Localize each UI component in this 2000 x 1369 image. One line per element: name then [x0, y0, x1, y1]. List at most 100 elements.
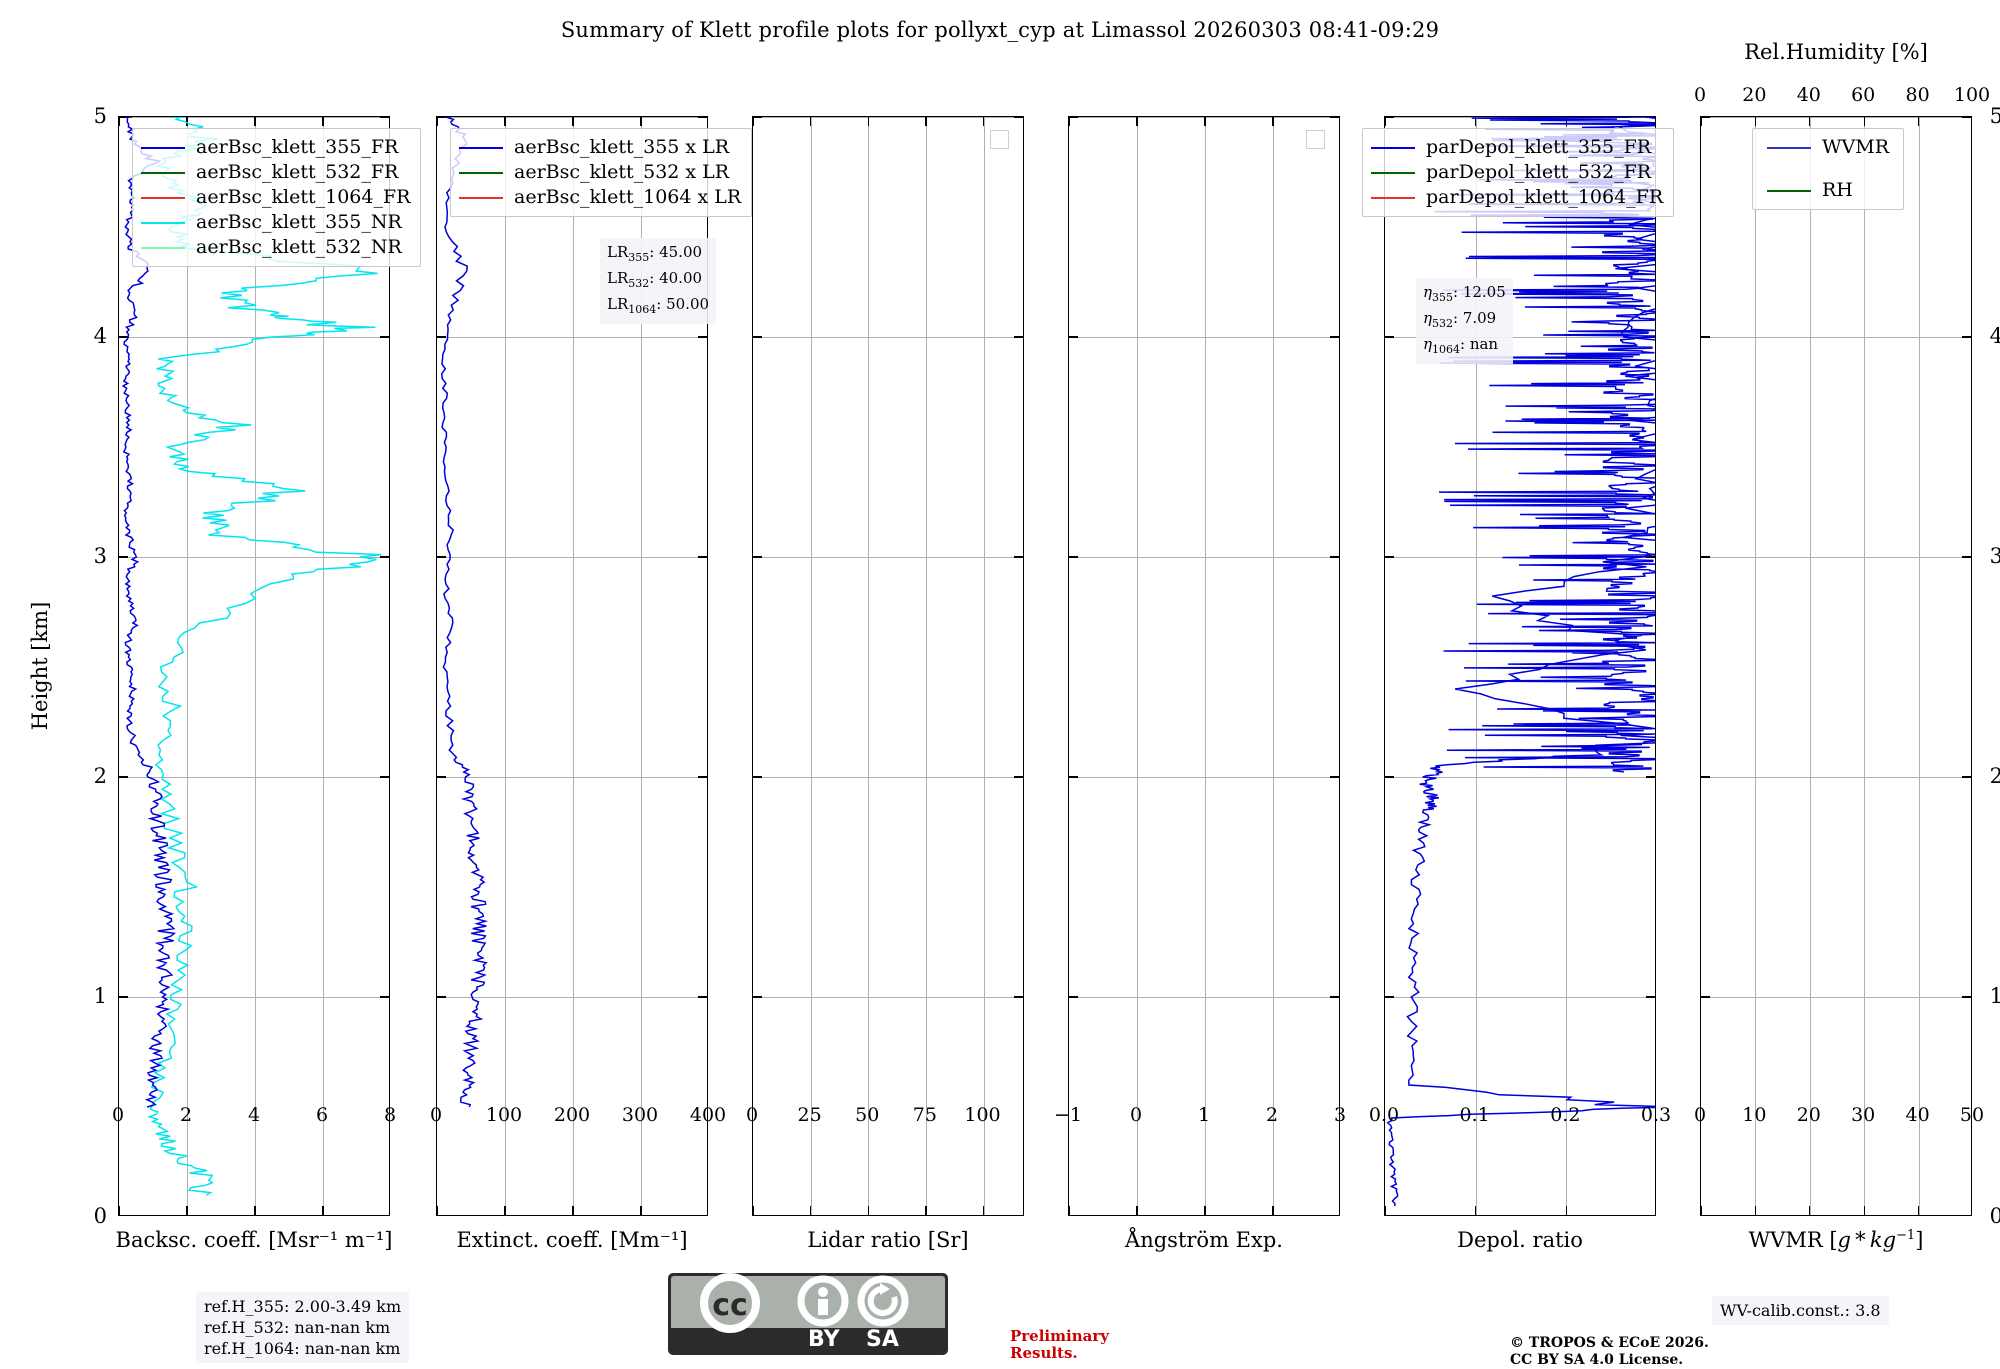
- legend-line-swatch: [459, 146, 503, 149]
- x-tick-mark: [1272, 1206, 1274, 1215]
- gridline-horizontal: [1701, 777, 1971, 778]
- data-curves-backscatter: [121, 117, 382, 1196]
- legend-line-swatch: [1371, 146, 1415, 149]
- gridline-vertical: [1566, 117, 1568, 1215]
- legend-item[interactable]: aerBsc_klett_1064 x LR: [459, 185, 741, 210]
- legend-extinction: aerBsc_klett_355 x LR aerBsc_klett_532 x …: [450, 128, 753, 217]
- y-tick-mark: [1701, 776, 1710, 778]
- x-tick-mark: [1863, 1206, 1865, 1215]
- x-tick-label: 50: [855, 1104, 880, 1126]
- x-tick-label: 0.3: [1640, 1104, 1672, 1126]
- legend-item[interactable]: WVMR: [1767, 135, 1889, 160]
- x-tick-mark: [1754, 117, 1757, 126]
- annotation-line: η532: 7.09: [1423, 309, 1497, 330]
- x-tick-mark: [1474, 117, 1477, 126]
- gridline-vertical: [810, 117, 812, 1215]
- gridline-vertical: [1809, 117, 1811, 1215]
- x-tick-mark: [1069, 117, 1070, 126]
- gridline-horizontal: [1069, 777, 1339, 778]
- x-tick-label: 100: [964, 1104, 1001, 1126]
- x-tick-label: 1: [1197, 1104, 1211, 1126]
- y-tick-mark: [698, 996, 707, 998]
- x-tick-mark: [119, 1206, 120, 1215]
- legend-backscatter: aerBsc_klett_355_FR aerBsc_klett_532_FR ae…: [132, 128, 422, 267]
- y-tick-mark: [1014, 336, 1023, 338]
- page-title: Summary of Klett profile plots for polly…: [560, 18, 1440, 42]
- x-tick-mark: [1809, 1206, 1811, 1215]
- y-tick-mark: [119, 117, 128, 118]
- gridline-vertical: [323, 117, 324, 1215]
- y-tick-mark: [698, 336, 707, 338]
- y-tick-label: 2: [1989, 764, 2000, 788]
- x-tick-label: 30: [1851, 1104, 1876, 1126]
- x-tick-mark: [867, 117, 869, 126]
- legend-label: aerBsc_klett_1064 x LR: [514, 186, 742, 208]
- gridline-vertical: [925, 117, 927, 1215]
- legend-line-swatch: [459, 171, 503, 174]
- x-tick-label: 0: [429, 1104, 443, 1126]
- y-tick-mark: [1014, 117, 1023, 118]
- x-tick-mark: [640, 117, 642, 126]
- legend-item[interactable]: parDepol_klett_532_FR: [1371, 160, 1663, 185]
- gridline-vertical: [1273, 117, 1274, 1215]
- gridline-horizontal: [1385, 337, 1655, 338]
- x-tick-mark: [982, 117, 985, 126]
- gridline-horizontal: [437, 997, 707, 998]
- x-tick-mark: [753, 117, 754, 126]
- plot-panel-angstrom: [1068, 116, 1340, 1216]
- y-tick-mark: [1385, 336, 1394, 338]
- y-tick-mark: [380, 117, 389, 118]
- plot-panel-wvmr-rh: [1700, 116, 1972, 1216]
- y-tick-mark: [753, 117, 762, 118]
- y-tick-mark: [1069, 776, 1078, 778]
- gridline-vertical: [868, 117, 870, 1215]
- x-tick-label: 6: [315, 1104, 329, 1126]
- y-tick-mark: [437, 556, 446, 558]
- creative-commons-license-badge[interactable]: cc BY SA: [668, 1273, 948, 1355]
- legend-item[interactable]: parDepol_klett_1064_FR: [1371, 185, 1663, 210]
- annotation-line: LR355: 45.00: [607, 243, 703, 264]
- legend-item[interactable]: aerBsc_klett_355 x LR: [459, 135, 741, 160]
- gridline-vertical: [983, 117, 985, 1215]
- gridline-vertical: [187, 117, 188, 1215]
- legend-line-swatch: [1767, 146, 1811, 149]
- gridline-horizontal: [753, 117, 1023, 118]
- legend-item[interactable]: aerBsc_klett_1064_FR: [141, 185, 410, 210]
- plot-panel-backscatter: [118, 116, 390, 1216]
- y-tick-label: 4: [93, 324, 107, 348]
- x-tick-mark: [809, 117, 812, 126]
- x-tick-mark: [1385, 1206, 1386, 1215]
- legend-item[interactable]: aerBsc_klett_355_NR: [141, 210, 410, 235]
- gridline-horizontal: [1069, 997, 1339, 998]
- legend-item[interactable]: aerBsc_klett_532_FR: [141, 160, 410, 185]
- legend-item[interactable]: aerBsc_klett_355_FR: [141, 135, 410, 160]
- x-tick-label: 25: [797, 1104, 822, 1126]
- legend-item[interactable]: aerBsc_klett_532_NR: [141, 235, 410, 260]
- y-tick-label: 1: [1989, 984, 2000, 1008]
- legend-label: aerBsc_klett_355 x LR: [514, 136, 730, 158]
- axis-title-angstrom: Ångström Exp.: [1125, 1228, 1283, 1252]
- data-curves-depol-ratio: [1386, 117, 1655, 1207]
- gridline-horizontal: [1701, 557, 1971, 558]
- legend-line-swatch: [459, 196, 503, 199]
- legend-depol-ratio: parDepol_klett_355_FR parDepol_klett_532_…: [1362, 128, 1675, 217]
- gridline-horizontal: [753, 557, 1023, 558]
- y-tick-label: 5: [1989, 104, 2000, 128]
- x-tick-label: 20: [1796, 1104, 1821, 1126]
- gridline-horizontal: [119, 117, 389, 118]
- series-line: [441, 117, 489, 1108]
- y-tick-label: 5: [93, 104, 107, 128]
- legend-item[interactable]: parDepol_klett_355_FR: [1371, 135, 1663, 160]
- legend-item[interactable]: aerBsc_klett_532 x LR: [459, 160, 741, 185]
- y-tick-mark: [698, 776, 707, 778]
- axis-title-wvmr-rh: WVMR [g * kg−1]: [1748, 1228, 1924, 1252]
- legend-label: aerBsc_klett_532 x LR: [514, 161, 730, 183]
- y-tick-mark: [380, 556, 389, 558]
- y-tick-mark: [119, 336, 128, 338]
- legend-item[interactable]: RH: [1767, 178, 1889, 203]
- gridline-horizontal: [1701, 997, 1971, 998]
- x-tick-mark: [1863, 117, 1865, 126]
- y-tick-mark: [1330, 776, 1339, 778]
- badge-sa-label: SA: [866, 1327, 899, 1352]
- data-curves-wvmr-rh: [1701, 117, 1972, 1216]
